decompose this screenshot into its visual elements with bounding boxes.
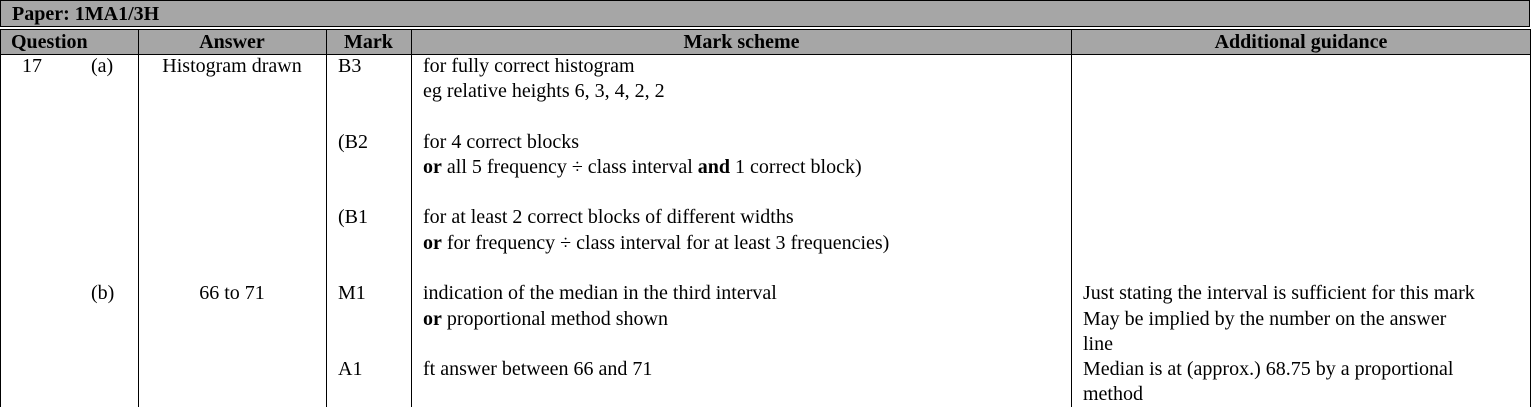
scheme-m1-line1: indication of the median in the third in…	[423, 282, 777, 304]
question-part-b-label: (b)	[91, 282, 115, 304]
mark-m1: M1	[338, 282, 366, 304]
mark-b3: B3	[338, 55, 362, 77]
table-border-right	[1530, 29, 1531, 407]
scheme-m1-text: proportional method shown	[441, 308, 668, 330]
header-question: Question	[11, 31, 88, 53]
scheme-b3-line2: eg relative heights 6, 3, 4, 2, 2	[423, 80, 665, 102]
answer-part-b: 66 to 71	[199, 282, 265, 304]
scheme-b2-line2: or all 5 frequency ÷ class interval and …	[423, 155, 862, 180]
scheme-b3-line1: for fully correct histogram	[423, 55, 635, 77]
guidance-a1-line1: Median is at (approx.) 68.75 by a propor…	[1083, 358, 1454, 380]
mark-a1: A1	[338, 358, 363, 380]
keyword-or: or	[423, 232, 442, 254]
guidance-m1-line1: Just stating the interval is sufficient …	[1083, 282, 1475, 304]
scheme-b2-text-b: 1 correct block)	[730, 156, 862, 178]
mark-b1: (B1	[338, 206, 368, 228]
header-mark-scheme: Mark scheme	[683, 31, 800, 53]
question-part-a-label: (a)	[91, 55, 114, 77]
column-divider	[1071, 29, 1072, 407]
scheme-b1-text: for frequency ÷ class interval for at le…	[441, 232, 890, 254]
keyword-or: or	[423, 156, 442, 178]
scheme-m1-line2: or proportional method shown	[423, 307, 668, 332]
table-border-left	[0, 29, 1, 407]
column-divider	[138, 29, 139, 407]
mark-b2: (B2	[338, 131, 368, 153]
header-additional-guidance: Additional guidance	[1214, 31, 1388, 53]
header-answer: Answer	[199, 31, 265, 53]
scheme-b1-line2: or for frequency ÷ class interval for at…	[423, 231, 889, 256]
column-divider	[326, 29, 327, 407]
paper-title: Paper: 1MA1/3H	[0, 0, 1530, 27]
header-mark: Mark	[344, 31, 393, 53]
scheme-a1-line1: ft answer between 66 and 71	[423, 358, 653, 380]
column-divider	[411, 29, 412, 407]
scheme-b2-text-a: all 5 frequency ÷ class interval	[441, 156, 698, 178]
question-number: 17	[22, 55, 42, 77]
guidance-m1-line3: line	[1083, 333, 1113, 355]
table-header-row: Question Answer Mark Mark scheme Additio…	[0, 29, 1530, 55]
scheme-b2-line1: for 4 correct blocks	[423, 131, 580, 153]
keyword-and: and	[697, 156, 731, 178]
guidance-m1-line2: May be implied by the number on the answ…	[1083, 308, 1447, 330]
guidance-a1-line2: method	[1083, 383, 1143, 405]
scheme-b1-line1: for at least 2 correct blocks of differe…	[423, 206, 794, 228]
answer-part-a: Histogram drawn	[162, 55, 302, 77]
keyword-or: or	[423, 308, 442, 330]
